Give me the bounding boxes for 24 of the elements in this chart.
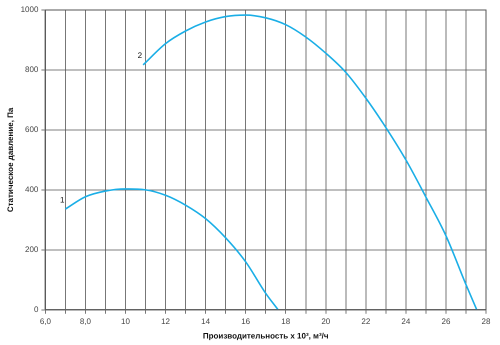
- y-tick-label: 1000: [20, 5, 39, 14]
- x-tick-label: 16: [241, 316, 251, 326]
- x-tick-label: 14: [201, 316, 211, 326]
- x-tick-label: 20: [321, 316, 331, 326]
- y-axis-title: Статическое давление, Па: [6, 107, 16, 212]
- x-tick-label: 18: [281, 316, 291, 326]
- x-tick-label: 22: [361, 316, 371, 326]
- x-tick-label: 6,0: [40, 316, 52, 326]
- y-tick-label: 800: [25, 65, 39, 74]
- y-tick-label: 600: [25, 125, 39, 134]
- x-tick-label: 28: [482, 316, 491, 326]
- y-tick-label: 0: [34, 305, 39, 314]
- line-series: [64, 188, 279, 310]
- x-tick-label: 24: [401, 316, 411, 326]
- x-tick-label: 8,0: [80, 316, 92, 326]
- x-tick-label: 10: [121, 316, 131, 326]
- y-tick-label: 200: [25, 245, 39, 254]
- x-tick-label: 26: [441, 316, 451, 326]
- line-series: [142, 14, 478, 310]
- x-tick-label: 12: [161, 316, 171, 326]
- x-axis-title: Производительность х 10³, м³/ч: [202, 331, 329, 340]
- y-tick-label: 400: [25, 185, 39, 194]
- series-label: 2: [138, 51, 143, 60]
- series-label: 1: [60, 195, 65, 204]
